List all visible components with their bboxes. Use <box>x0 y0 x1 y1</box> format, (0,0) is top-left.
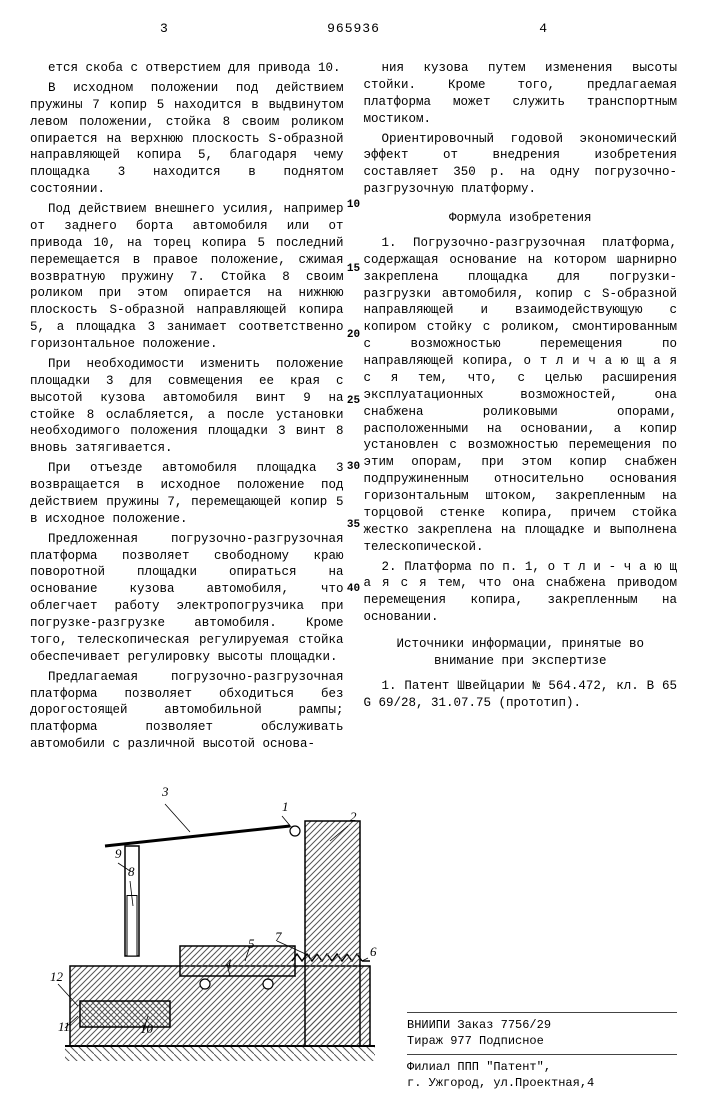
line-marker-35: 35 <box>347 518 360 533</box>
claim-1: 1. Погрузочно-разгрузочная платформа, со… <box>364 235 678 556</box>
svg-text:6: 6 <box>370 944 377 959</box>
left-p1: ется скоба с отверстием для привода 10. <box>30 60 344 77</box>
source-1: 1. Патент Швейцарии № 564.472, кл. В 65 … <box>364 678 678 712</box>
publisher-block: ВНИИПИ Заказ 7756/29 Тираж 977 Подписное… <box>407 1008 677 1091</box>
svg-text:12: 12 <box>50 969 64 984</box>
left-p3: Под действием внешнего усилия, например … <box>30 201 344 353</box>
publisher-l1: ВНИИПИ Заказ 7756/29 <box>407 1017 677 1033</box>
page-header: 3 965936 4 <box>30 20 677 45</box>
svg-text:5: 5 <box>248 936 255 951</box>
svg-text:3: 3 <box>161 784 169 799</box>
publisher-l2: Тираж 977 Подписное <box>407 1033 677 1049</box>
line-marker-40: 40 <box>347 582 360 597</box>
line-marker-15: 15 <box>347 262 360 277</box>
left-p2: В исходном положении под действием пружи… <box>30 80 344 198</box>
right-p2: Ориентировочный годовой экономический эф… <box>364 131 678 199</box>
line-marker-25: 25 <box>347 394 360 409</box>
svg-text:2: 2 <box>350 809 357 824</box>
left-column: ется скоба с отверстием для привода 10. … <box>30 60 344 756</box>
formula-title: Формула изобретения <box>364 210 678 227</box>
left-p7: Предлагаемая погрузочно-разгрузочная пла… <box>30 669 344 753</box>
svg-text:1: 1 <box>282 799 289 814</box>
sources-title: Источники информации, принятые во вниман… <box>364 636 678 670</box>
diagram-svg: 123456789101112 <box>30 766 400 1076</box>
left-p4: При необходимости изменить положение пло… <box>30 356 344 457</box>
right-column: ния кузова путем изменения высоты стойки… <box>364 60 678 756</box>
svg-text:9: 9 <box>115 846 122 861</box>
svg-text:8: 8 <box>128 864 135 879</box>
left-p5: При отъезде автомобиля площадка 3 возвра… <box>30 460 344 528</box>
technical-diagram: 123456789101112 <box>30 766 400 1101</box>
left-p6: Предложенная погрузочно-разгрузочная пла… <box>30 531 344 666</box>
page-num-right: 4 <box>539 20 547 38</box>
svg-text:4: 4 <box>225 956 232 971</box>
figure-area: 123456789101112 ВНИИПИ Заказ 7756/29 Тир… <box>30 766 677 1101</box>
right-p1: ния кузова путем изменения высоты стойки… <box>364 60 678 128</box>
line-marker-20: 20 <box>347 328 360 343</box>
document-number: 965936 <box>30 20 677 38</box>
svg-text:10: 10 <box>140 1021 154 1036</box>
claim-2: 2. Платформа по п. 1, о т л и - ч а ю щ … <box>364 559 678 627</box>
publisher-l4: г. Ужгород, ул.Проектная,4 <box>407 1075 677 1091</box>
svg-text:7: 7 <box>275 929 282 944</box>
line-marker-10: 10 <box>347 198 360 213</box>
publisher-rule-mid <box>407 1054 677 1055</box>
publisher-l3: Филиал ППП "Патент", <box>407 1059 677 1075</box>
page-num-left: 3 <box>160 20 168 38</box>
patent-page: 3 965936 4 10 15 20 25 30 35 40 ется ско… <box>0 0 707 1000</box>
publisher-rule-top <box>407 1012 677 1013</box>
line-marker-30: 30 <box>347 460 360 475</box>
svg-text:11: 11 <box>58 1019 70 1034</box>
